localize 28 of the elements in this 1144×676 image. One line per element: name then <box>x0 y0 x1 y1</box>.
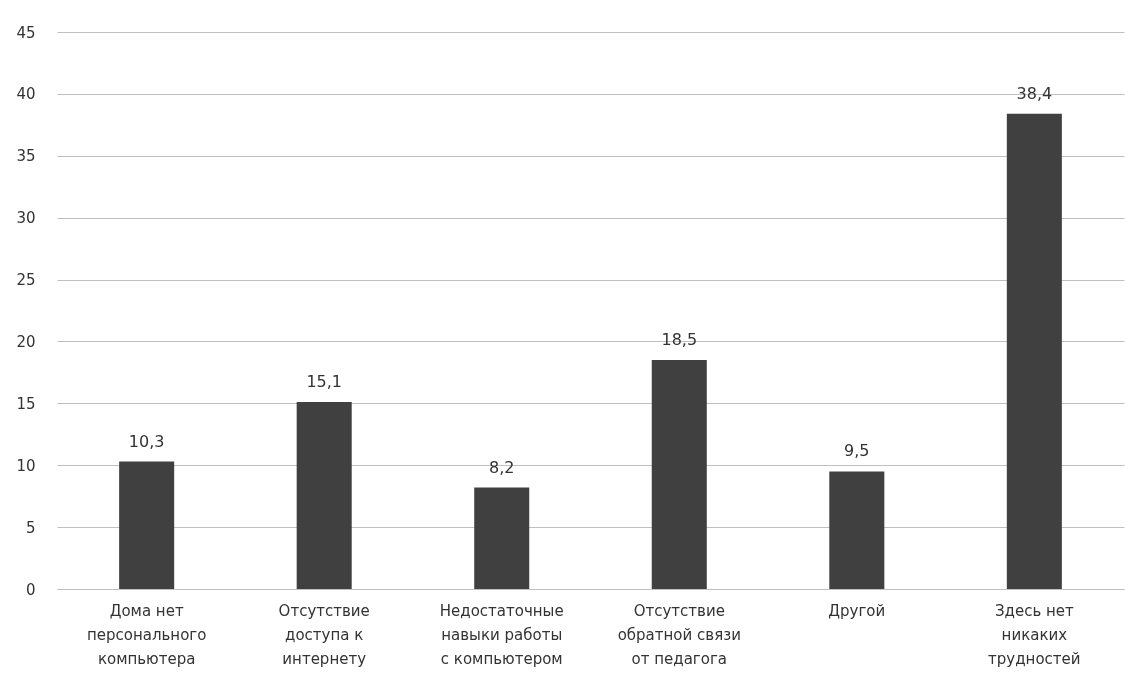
x-tick-label: Отсутствие обратной связи от педагога <box>617 601 741 668</box>
y-tick-label: 45 <box>16 23 36 42</box>
bar <box>651 360 707 589</box>
x-tick-label: Другой <box>828 601 886 620</box>
bar <box>474 487 530 589</box>
data-label: 15,1 <box>306 372 343 392</box>
data-label: 10,3 <box>128 431 165 451</box>
bar <box>829 471 885 589</box>
y-tick-label: 0 <box>25 580 36 599</box>
data-label: 8,2 <box>489 457 515 477</box>
bar <box>119 461 175 589</box>
y-tick-label: 20 <box>16 332 36 351</box>
x-tick-label: Отсутствие доступа к интернету <box>278 601 370 668</box>
y-tick-label: 35 <box>16 147 36 166</box>
data-label: 9,5 <box>844 441 870 461</box>
x-tick-label: Здесь нет никаких трудностей <box>988 601 1081 668</box>
x-tick-label: Дома нет персонального компьютера <box>86 601 207 668</box>
y-tick-label: 25 <box>16 271 36 290</box>
y-tick-label: 10 <box>16 456 36 475</box>
bar <box>296 402 352 589</box>
y-tick-label: 30 <box>16 209 36 228</box>
bar <box>1006 113 1062 589</box>
y-tick-label: 40 <box>16 85 36 104</box>
y-tick-label: 5 <box>25 518 36 537</box>
data-label: 38,4 <box>1016 83 1053 103</box>
data-label: 18,5 <box>661 330 698 350</box>
x-tick-label: Недостаточные навыки работы с компьютером <box>439 601 564 668</box>
y-tick-label: 15 <box>16 394 36 413</box>
